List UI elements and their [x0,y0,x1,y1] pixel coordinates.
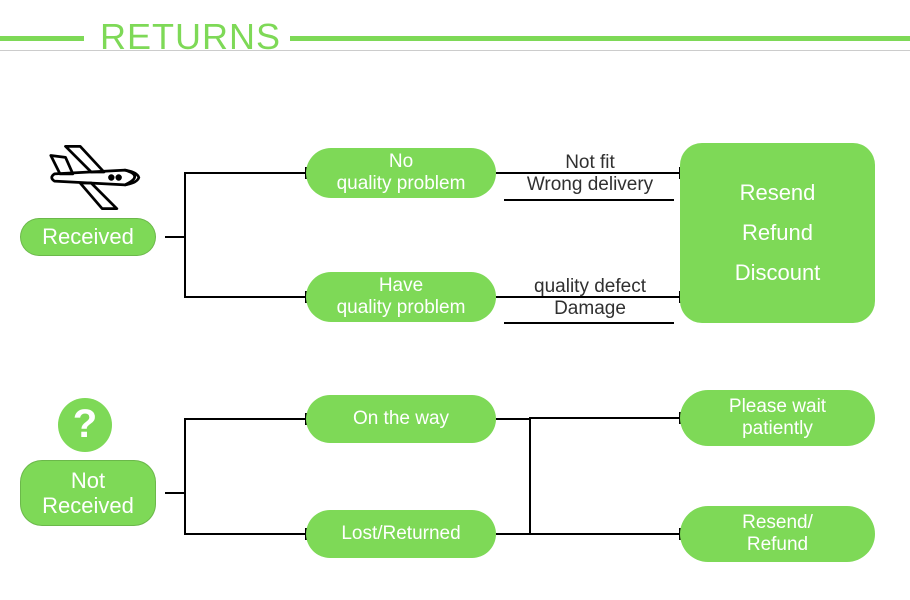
node-label: Have [379,275,423,297]
node-label: Please wait [729,396,826,418]
node-outcome-box: Resend Refund Discount [680,143,875,323]
node-label: Lost/Returned [341,523,460,545]
node-label: Resend/ [742,512,813,534]
node-label: Not [71,468,105,493]
node-label: Resend [740,180,816,206]
edge-label-line: Wrong delivery [510,174,670,196]
node-received: Received [20,218,156,256]
node-resend-refund: Resend/ Refund [680,506,875,562]
node-label: quality problem [337,297,466,319]
node-label: quality problem [337,173,466,195]
edge-label-line: Not fit [510,152,670,174]
node-label: Refund [747,534,808,556]
question-icon: ? [55,395,115,455]
node-please-wait: Please wait patiently [680,390,875,446]
node-have-quality-problem: Have quality problem [306,272,496,322]
node-not-received: Not Received [20,460,156,526]
node-on-the-way: On the way [306,395,496,443]
node-label: No [389,151,413,173]
node-lost-returned: Lost/Returned [306,510,496,558]
edge-label-line: Damage [510,298,670,320]
edge-label-line: quality defect [510,276,670,298]
node-label: Discount [735,260,821,286]
node-label: Received [42,493,134,518]
airplane-icon [38,140,148,215]
svg-text:?: ? [73,402,97,446]
node-label: patiently [742,418,813,440]
edge-label-not-fit: Not fit Wrong delivery [510,152,670,196]
node-label: On the way [353,408,449,430]
edge-label-quality-defect: quality defect Damage [510,276,670,320]
node-label: Refund [742,220,813,246]
node-label: Received [42,224,134,249]
node-no-quality-problem: No quality problem [306,148,496,198]
